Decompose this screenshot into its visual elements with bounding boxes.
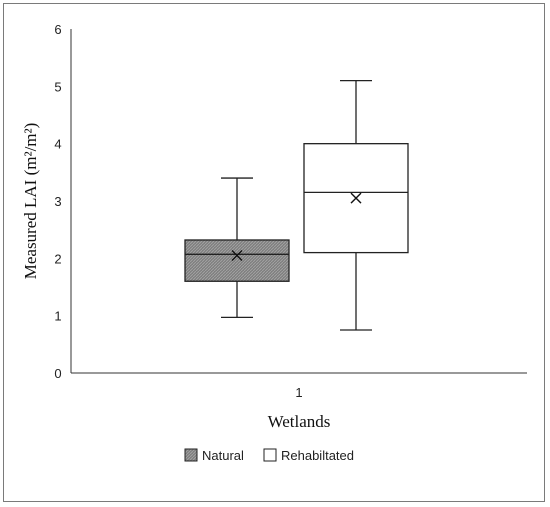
x-axis-ticks: 1 [295,385,302,400]
y-axis-ticks: 0 1 2 3 4 5 6 [54,22,61,381]
y-tick-label: 0 [54,366,61,381]
y-tick-label: 2 [54,251,61,266]
y-tick-label: 4 [54,137,61,152]
y-tick-label: 6 [54,22,61,37]
mean-marker [350,192,362,204]
x-tick-label: 1 [295,385,302,400]
legend-label: Natural [202,448,244,463]
mean-marker [231,249,243,261]
legend: Natural Rehabiltated [184,448,354,463]
x-axis-title: Wetlands [268,412,331,431]
iqr-box [184,239,290,282]
box-natural [184,177,290,319]
box-rehabiltated [303,79,409,331]
y-axis-title: Measured LAI (m²/m²) [21,123,40,280]
y-tick-label: 1 [54,309,61,324]
box-series [184,79,409,331]
y-tick-label: 5 [54,79,61,94]
legend-swatch [184,448,198,462]
legend-swatch [263,448,277,462]
legend-label: Rehabiltated [281,448,354,463]
y-tick-label: 3 [54,194,61,209]
